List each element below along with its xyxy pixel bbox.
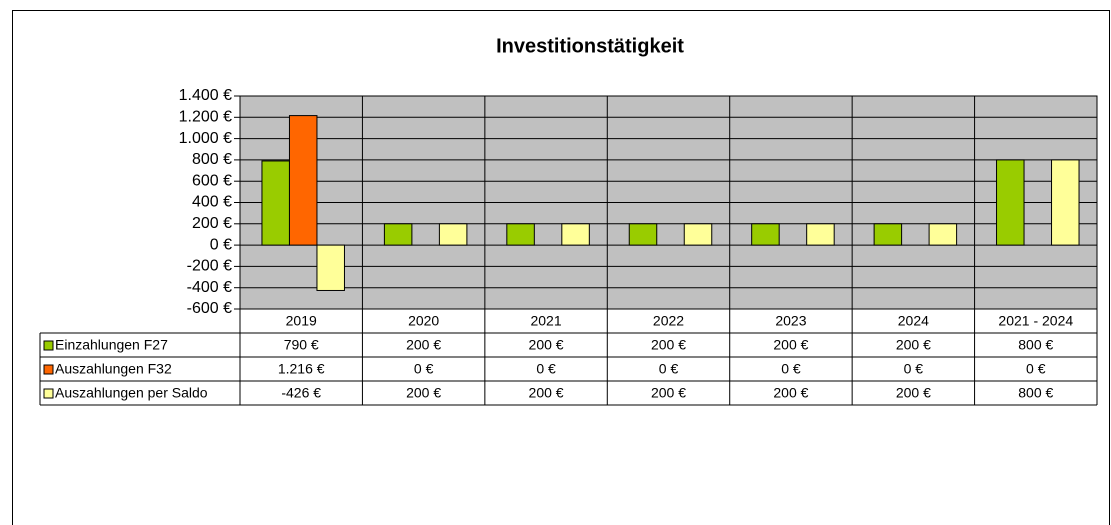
y-tick-label: 200 € <box>192 215 232 232</box>
data-label: 800 € <box>1018 337 1053 353</box>
bar <box>261 160 290 246</box>
data-label: 1.216 € <box>278 361 325 377</box>
bar <box>316 244 345 291</box>
legend-label: Auszahlungen per Saldo <box>55 385 208 401</box>
category-label: 2021 - 2024 <box>998 313 1073 329</box>
bar <box>683 223 713 246</box>
data-label: 0 € <box>659 361 679 377</box>
legend-label: Einzahlungen F27 <box>55 337 168 353</box>
y-tick-label: -200 € <box>187 258 232 275</box>
data-label: 0 € <box>414 361 434 377</box>
bar <box>561 223 590 246</box>
legend-key <box>43 364 54 375</box>
legend-key <box>43 388 54 399</box>
data-label: 790 € <box>284 337 319 353</box>
y-tick-label: 1.200 € <box>179 109 232 126</box>
data-label: 0 € <box>904 361 924 377</box>
legend-key <box>43 340 54 351</box>
data-label: 200 € <box>651 385 686 401</box>
bar <box>288 115 318 246</box>
y-tick-label: 400 € <box>192 194 232 211</box>
category-label: 2021 <box>530 313 561 329</box>
category-label: 2022 <box>653 313 684 329</box>
y-tick-label: 1.400 € <box>179 87 232 104</box>
data-label: -426 € <box>281 385 321 401</box>
category-label: 2024 <box>898 313 929 329</box>
category-label: 2019 <box>286 313 317 329</box>
data-label: 200 € <box>773 385 808 401</box>
data-label: 200 € <box>773 337 808 353</box>
category-label: 2023 <box>775 313 806 329</box>
bar <box>751 223 780 246</box>
bar <box>996 159 1025 246</box>
data-label: 200 € <box>406 385 441 401</box>
data-label: 0 € <box>536 361 556 377</box>
bar <box>628 223 658 246</box>
bar <box>1051 159 1080 246</box>
y-tick-label: -400 € <box>187 279 232 296</box>
bar <box>383 223 413 246</box>
data-label: 0 € <box>1026 361 1046 377</box>
bar <box>438 223 468 246</box>
bar <box>506 223 535 246</box>
data-label: 200 € <box>529 385 564 401</box>
y-tick-label: 800 € <box>192 151 232 168</box>
category-label: 2020 <box>408 313 439 329</box>
data-label: 200 € <box>896 337 931 353</box>
bar <box>873 223 903 246</box>
data-label: 200 € <box>896 385 931 401</box>
y-tick-label: 600 € <box>192 172 232 189</box>
data-label: 200 € <box>651 337 686 353</box>
bar <box>806 223 835 246</box>
bar <box>928 223 958 246</box>
chart-title: Investitionstätigkeit <box>496 35 684 57</box>
data-label: 200 € <box>529 337 564 353</box>
legend-label: Auszahlungen F32 <box>55 361 172 377</box>
data-label: 0 € <box>781 361 801 377</box>
y-tick-label: 1.000 € <box>179 130 232 147</box>
data-label: 200 € <box>406 337 441 353</box>
y-tick-label: -600 € <box>187 300 232 317</box>
y-tick-label: 0 € <box>210 236 232 253</box>
data-label: 800 € <box>1018 385 1053 401</box>
